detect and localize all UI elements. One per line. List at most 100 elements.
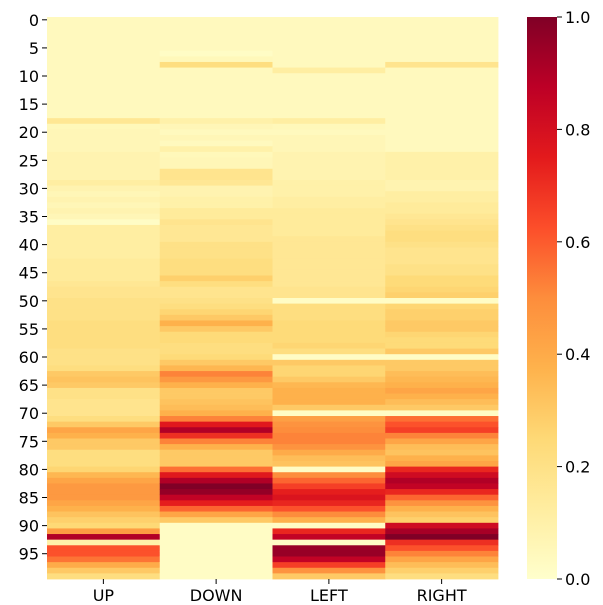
heatmap-cell bbox=[385, 517, 499, 524]
heatmap-cell bbox=[159, 247, 273, 254]
heatmap-cell bbox=[159, 505, 273, 512]
heatmap-cell bbox=[159, 253, 273, 260]
heatmap-cell bbox=[385, 112, 499, 119]
heatmap-cell bbox=[272, 489, 386, 496]
heatmap-cell bbox=[47, 39, 161, 46]
heatmap-cell bbox=[385, 387, 499, 394]
heatmap-cell bbox=[159, 466, 273, 473]
heatmap-cell bbox=[272, 118, 386, 125]
heatmap-cell bbox=[272, 67, 386, 74]
heatmap-cell bbox=[159, 342, 273, 349]
heatmap-cell bbox=[385, 253, 499, 260]
colorbar bbox=[527, 17, 557, 579]
heatmap-cell bbox=[47, 449, 161, 456]
heatmap-cell bbox=[47, 494, 161, 501]
heatmap-cell bbox=[272, 342, 386, 349]
heatmap-cell bbox=[385, 191, 499, 198]
heatmap-cell bbox=[159, 208, 273, 215]
heatmap-cell bbox=[385, 416, 499, 423]
heatmap-cell bbox=[272, 528, 386, 535]
heatmap-cell bbox=[385, 410, 499, 417]
heatmap-cell bbox=[385, 56, 499, 63]
heatmap-cell bbox=[159, 359, 273, 366]
heatmap-cell bbox=[159, 337, 273, 344]
heatmap-cell bbox=[47, 444, 161, 451]
heatmap-cell bbox=[272, 438, 386, 445]
heatmap-cell bbox=[47, 45, 161, 52]
heatmap-cell bbox=[47, 517, 161, 524]
heatmap-cell bbox=[159, 90, 273, 97]
heatmap-cell bbox=[385, 556, 499, 563]
heatmap-cell bbox=[385, 545, 499, 552]
y-tick-label: 70 bbox=[19, 404, 39, 423]
heatmap-cell bbox=[47, 466, 161, 473]
heatmap-cell bbox=[272, 387, 386, 394]
heatmap-cell bbox=[385, 460, 499, 467]
heatmap-cell bbox=[47, 427, 161, 434]
heatmap-cell bbox=[272, 22, 386, 29]
heatmap-cell bbox=[47, 511, 161, 518]
heatmap-cell bbox=[272, 39, 386, 46]
heatmap-cell bbox=[272, 230, 386, 237]
y-tick-label: 25 bbox=[19, 151, 39, 170]
heatmap-cell bbox=[159, 511, 273, 518]
heatmap-cell bbox=[272, 213, 386, 220]
heatmap-cell bbox=[47, 90, 161, 97]
heatmap-cell bbox=[159, 95, 273, 102]
heatmap-cell bbox=[385, 275, 499, 282]
heatmap-cell bbox=[159, 432, 273, 439]
heatmap-cell bbox=[272, 500, 386, 507]
heatmap-cell bbox=[47, 460, 161, 467]
heatmap-cell bbox=[272, 185, 386, 192]
heatmap-cell bbox=[47, 213, 161, 220]
heatmap-cell bbox=[385, 376, 499, 383]
heatmap-cell bbox=[272, 556, 386, 563]
heatmap-cell bbox=[47, 483, 161, 490]
heatmap-cell bbox=[385, 230, 499, 237]
heatmap-cell bbox=[272, 455, 386, 462]
heatmap-cell bbox=[385, 224, 499, 231]
heatmap-cell bbox=[385, 562, 499, 569]
heatmap-cell bbox=[47, 376, 161, 383]
y-tick-label: 40 bbox=[19, 236, 39, 255]
heatmap-cell bbox=[47, 140, 161, 147]
heatmap-cell bbox=[159, 269, 273, 276]
heatmap-cell bbox=[272, 28, 386, 35]
heatmap-cell bbox=[272, 129, 386, 136]
heatmap-cell bbox=[385, 466, 499, 473]
heatmap-cell bbox=[159, 140, 273, 147]
heatmap-cell bbox=[272, 534, 386, 541]
heatmap-cell bbox=[159, 365, 273, 372]
colorbar-axis: 0.0 0.2 0.4 0.6 0.8 1.0 bbox=[557, 8, 590, 589]
heatmap-cell bbox=[385, 483, 499, 490]
heatmap-cell bbox=[47, 269, 161, 276]
heatmap-cell bbox=[385, 106, 499, 113]
heatmap-cell bbox=[385, 179, 499, 186]
heatmap-cell bbox=[272, 208, 386, 215]
heatmap-cell bbox=[47, 292, 161, 299]
heatmap-cell bbox=[159, 236, 273, 243]
heatmap-cell bbox=[385, 489, 499, 496]
colorbar-tick-label: 0.2 bbox=[565, 458, 590, 477]
heatmap-cell bbox=[47, 489, 161, 496]
heatmap-cell bbox=[47, 387, 161, 394]
heatmap-cell bbox=[159, 50, 273, 57]
heatmap-cell bbox=[159, 404, 273, 411]
heatmap-cell bbox=[159, 56, 273, 63]
heatmap-cell bbox=[272, 359, 386, 366]
heatmap-cell bbox=[272, 292, 386, 299]
heatmap-cell bbox=[47, 472, 161, 479]
heatmap-cell bbox=[47, 191, 161, 198]
heatmap-cell bbox=[385, 314, 499, 321]
heatmap-cell bbox=[385, 33, 499, 40]
colorbar-tick-label: 0.0 bbox=[565, 570, 590, 589]
heatmap-cell bbox=[47, 236, 161, 243]
heatmap-cell bbox=[272, 410, 386, 417]
heatmap-cell bbox=[47, 545, 161, 552]
heatmap-cell bbox=[159, 292, 273, 299]
heatmap-cell bbox=[47, 196, 161, 203]
heatmap-cell bbox=[159, 562, 273, 569]
heatmap-cell bbox=[272, 505, 386, 512]
heatmap-cell bbox=[385, 146, 499, 153]
heatmap-cell bbox=[385, 28, 499, 35]
